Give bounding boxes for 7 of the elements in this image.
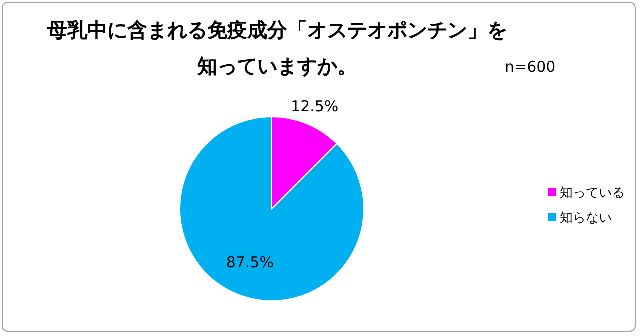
data-label: 87.5% (226, 254, 274, 272)
pie-slice (180, 116, 364, 302)
legend-label: 知らない (560, 211, 612, 226)
data-label: 12.5% (291, 98, 339, 116)
text: n=600 (505, 58, 556, 76)
chart-title: 母乳中に含まれる免疫成分「オステオポンチン」を知っていますか。 (48, 18, 508, 78)
legend-label: 知っている (560, 186, 625, 201)
